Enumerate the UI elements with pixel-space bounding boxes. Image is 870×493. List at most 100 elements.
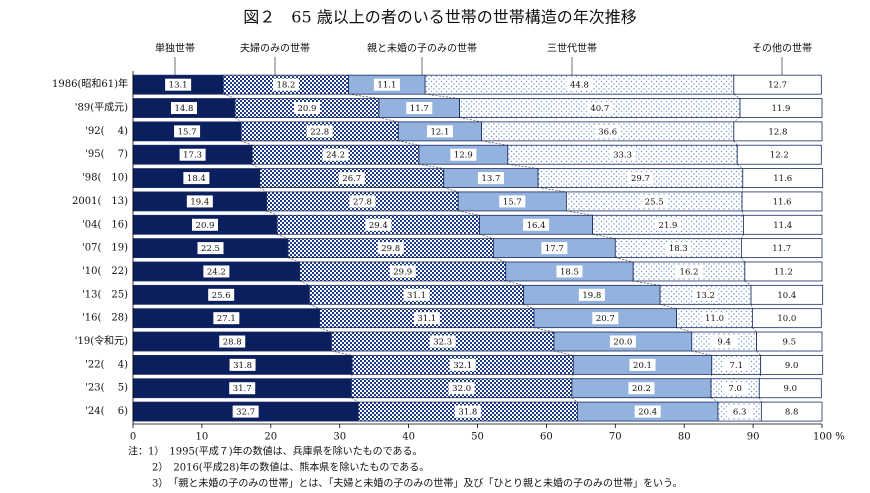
legend-label: その他の世帯 [752,42,812,55]
value-label: 11.9 [772,104,791,114]
value-label: 18.2 [276,81,295,91]
y-tick-label: '92( 4) [85,126,128,137]
x-tick-label: 10 [196,432,209,443]
connector [633,280,661,286]
value-label: 7.0 [728,384,742,394]
value-label-box [726,405,753,418]
value-label: 12.1 [430,127,449,137]
chart-title: 図２ 65 歳以上の者のいる世帯の世帯構造の年次推移 [243,8,636,27]
value-label: 13.7 [481,174,500,184]
value-label-box [349,195,376,208]
value-label: 12.7 [768,81,787,91]
value-label: 20.9 [196,221,215,231]
connector [737,163,743,169]
value-label-box [377,242,404,255]
value-label-box [403,288,430,301]
value-label: 16.4 [527,221,546,231]
value-label: 32.7 [236,408,255,418]
connector [266,210,278,216]
value-label: 29.7 [631,174,650,184]
value-label: 18.4 [187,174,206,184]
note: 注：1） 1995(平成７)年の数値は、兵庫県を除いたものである。 [128,445,423,458]
value-label: 11.6 [773,197,792,207]
connector [733,140,738,146]
x-tick-label: 40 [402,432,415,443]
legend-label: 親と未婚の子のみの世帯 [367,42,477,55]
value-label-box [322,148,349,161]
value-label: 12.8 [768,127,787,137]
connector [223,93,236,99]
value-label-box [179,148,206,161]
value-label: 12.2 [770,151,789,161]
value-label: 11.0 [705,314,724,324]
value-label-box [641,195,668,208]
value-label-box [609,335,636,348]
value-label: 17.7 [545,244,564,254]
value-label: 27.8 [353,197,372,207]
connector [418,163,444,169]
value-label-box [450,148,477,161]
value-label: 32.1 [453,361,472,371]
value-label-box [778,405,805,418]
value-label: 9.4 [717,338,731,348]
value-label-box [629,358,656,371]
y-tick-label: '22( 4) [85,359,128,370]
value-label-box [197,242,224,255]
value-label: 9.0 [784,384,798,394]
connector [351,374,353,379]
value-label: 20.7 [596,314,615,324]
connector [479,233,494,239]
value-label-box [701,312,728,325]
y-tick-label: '16( 28) [82,313,128,324]
y-tick-label: '07( 19) [82,243,128,254]
value-label: 11.4 [773,221,792,231]
value-label-box [272,78,299,91]
connector [481,140,508,146]
value-label: 25.5 [645,197,664,207]
value-label: 32.3 [433,338,452,348]
note: 2） 2016(平成28)年の数値は、熊本県を除いたものである。 [152,461,429,474]
value-label: 36.6 [598,127,617,137]
value-label-box [170,102,197,115]
value-label: 20.0 [613,338,632,348]
value-label-box [229,358,256,371]
value-label-box [186,195,213,208]
value-label-box [413,312,440,325]
value-label: 11.7 [410,104,429,114]
value-label-box [711,335,738,348]
connector [741,234,744,239]
x-tick-label: 30 [333,432,346,443]
value-label: 16.2 [680,267,699,277]
connector [276,233,289,239]
value-label-box [723,358,750,371]
value-label-box [764,125,791,138]
y-tick-label: '89(平成元) [75,102,128,114]
connector [234,117,242,123]
value-label-box [523,218,550,231]
value-label-box [586,102,613,115]
value-label: 8.8 [785,408,799,418]
value-label-box [203,265,230,278]
value-label: 20.4 [638,408,657,418]
value-label: 22.8 [310,127,329,137]
value-label: 11.6 [773,174,792,184]
connector [505,280,524,286]
value-label: 31.7 [233,384,252,394]
value-label: 19.4 [190,197,209,207]
legend-label: 夫婦のみの世帯 [240,42,310,55]
value-label-box [219,335,246,348]
value-label-box [594,125,621,138]
value-label-box [429,335,456,348]
y-tick-label: '23( 5) [85,383,128,394]
connector [744,280,752,286]
value-label: 33.3 [613,151,632,161]
value-label-box [208,288,235,301]
value-label-box [229,382,256,395]
value-label: 31.8 [458,408,477,418]
value-label: 31.1 [417,314,436,324]
value-label: 15.7 [178,127,197,137]
value-label-box [776,335,803,348]
value-label: 27.1 [217,314,236,324]
connector [566,210,593,216]
